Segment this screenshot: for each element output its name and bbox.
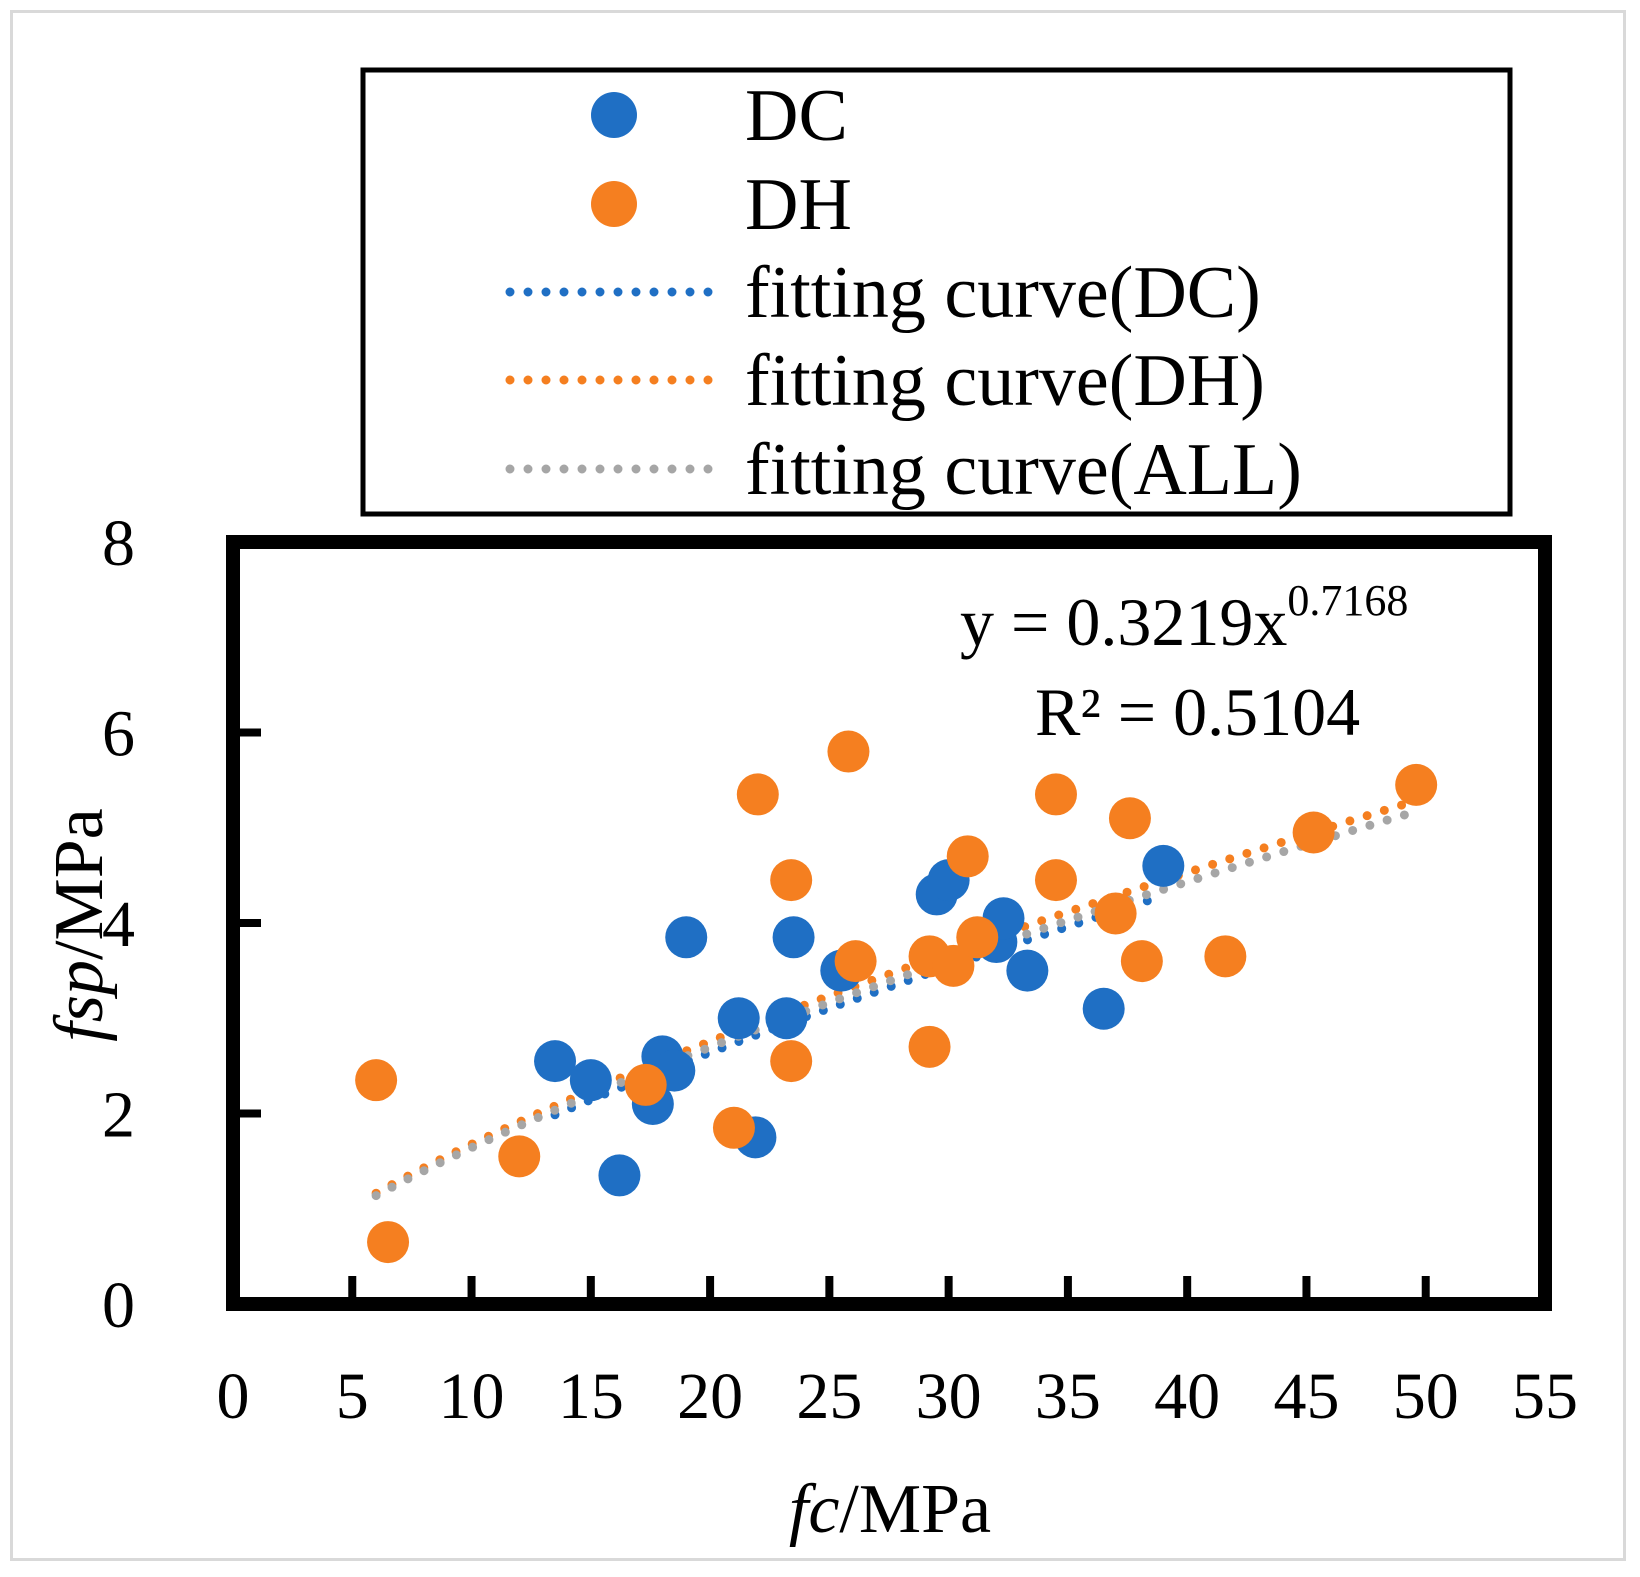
legend-box — [360, 67, 1513, 517]
x-tick-label: 50 — [1393, 1360, 1459, 1433]
point-dh — [834, 940, 877, 983]
y-axis-title: fsp/MPa — [41, 808, 118, 1041]
point-dc — [717, 997, 760, 1040]
point-dh — [1395, 763, 1438, 806]
data-points — [355, 730, 1438, 1264]
point-dh — [712, 1106, 755, 1149]
point-dc — [569, 1059, 612, 1102]
x-tick-label: 15 — [558, 1360, 624, 1433]
point-dh — [1094, 892, 1137, 935]
point-dh — [1204, 935, 1247, 978]
fit-curve-all — [371, 806, 1421, 1201]
point-dh — [624, 1063, 667, 1106]
equation-exponent: 0.7168 — [1287, 576, 1408, 625]
point-dh — [770, 859, 813, 902]
equation-base: y = 0.3219x — [960, 584, 1287, 660]
point-dh — [1120, 940, 1163, 983]
point-dh — [1108, 797, 1151, 840]
point-dh — [908, 1025, 951, 1068]
x-axis-title-unit: /MPa — [839, 1471, 991, 1548]
point-dh — [355, 1059, 398, 1102]
y-tick-labels: 0 2 4 6 8 — [102, 507, 135, 1342]
x-tick-label: 5 — [336, 1360, 369, 1433]
point-dh — [736, 773, 779, 816]
axis-ticks — [233, 728, 1430, 1304]
legend-label: fitting curve(DC) — [745, 252, 1261, 334]
point-dh — [932, 944, 975, 987]
x-tick-label: 40 — [1154, 1360, 1220, 1433]
point-dh — [1034, 859, 1077, 902]
point-dc — [765, 997, 808, 1040]
legend-label: DC — [745, 75, 848, 157]
point-dh — [946, 835, 989, 878]
point-dc — [1082, 987, 1125, 1030]
y-tick-label: 8 — [102, 507, 135, 580]
x-tick-labels: 0 5 10 15 20 25 30 35 40 45 50 55 — [217, 1360, 1579, 1433]
legend-marker-dc — [591, 92, 637, 138]
y-tick-label: 6 — [102, 698, 135, 771]
point-dc — [1006, 949, 1049, 992]
r-squared-label: R² = 0.5104 — [1035, 674, 1360, 750]
point-dc — [665, 916, 708, 959]
y-axis-title-symbol: fsp — [41, 960, 118, 1042]
point-dh — [367, 1221, 410, 1264]
point-dh — [956, 916, 999, 959]
point-dh — [498, 1135, 541, 1178]
x-tick-label: 35 — [1035, 1360, 1101, 1433]
x-axis-title-symbol: fc — [789, 1471, 840, 1548]
x-tick-label: 0 — [217, 1360, 250, 1433]
regression-equation: y = 0.3219x0.7168 — [960, 576, 1408, 660]
x-tick-label: 10 — [439, 1360, 505, 1433]
legend-label: fitting curve(DH) — [745, 340, 1265, 422]
x-tick-label: 45 — [1273, 1360, 1339, 1433]
point-dh — [1292, 811, 1335, 854]
x-tick-label: 25 — [796, 1360, 862, 1433]
point-dc — [772, 916, 815, 959]
x-axis-title: fc/MPa — [789, 1471, 991, 1548]
point-dh — [827, 730, 870, 773]
point-dc — [598, 1154, 641, 1197]
y-tick-label: 4 — [102, 888, 135, 961]
y-axis-title-unit: /MPa — [41, 808, 118, 960]
fitting-curves — [371, 796, 1421, 1201]
x-tick-label: 20 — [677, 1360, 743, 1433]
y-tick-label: 2 — [102, 1079, 135, 1152]
x-tick-label: 55 — [1512, 1360, 1578, 1433]
legend-label: DH — [745, 164, 852, 246]
legend-label: fitting curve(ALL) — [745, 429, 1302, 511]
legend-marker-dh — [591, 181, 637, 227]
point-dh — [1034, 773, 1077, 816]
x-tick-label: 30 — [916, 1360, 982, 1433]
point-dh — [770, 1040, 813, 1083]
plot-area-border — [226, 535, 1552, 1311]
point-dc — [534, 1040, 577, 1083]
fit-curve-dh — [371, 796, 1421, 1198]
point-dc — [1142, 844, 1185, 887]
y-tick-label: 0 — [102, 1269, 135, 1342]
